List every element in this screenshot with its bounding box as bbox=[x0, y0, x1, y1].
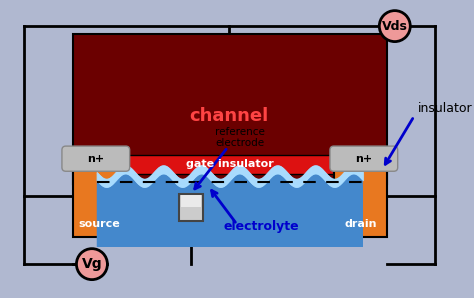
Text: gate insulator: gate insulator bbox=[186, 159, 273, 170]
FancyBboxPatch shape bbox=[62, 146, 130, 171]
Bar bbox=[97, 186, 363, 247]
FancyBboxPatch shape bbox=[330, 146, 398, 171]
Text: Vg: Vg bbox=[82, 257, 102, 271]
Text: Vds: Vds bbox=[382, 20, 408, 32]
Bar bbox=[97, 155, 363, 174]
Circle shape bbox=[379, 11, 410, 42]
Text: drain: drain bbox=[344, 218, 377, 229]
Text: source: source bbox=[78, 218, 120, 229]
Text: channel: channel bbox=[190, 107, 269, 125]
Bar bbox=[334, 155, 387, 237]
Text: n+: n+ bbox=[356, 154, 373, 164]
Bar bbox=[181, 195, 201, 207]
Text: insulator: insulator bbox=[418, 102, 473, 115]
Text: n+: n+ bbox=[87, 154, 104, 164]
Bar bbox=[179, 193, 203, 221]
Bar bbox=[73, 34, 387, 184]
Text: reference
electrode: reference electrode bbox=[215, 127, 264, 148]
Text: electrolyte: electrolyte bbox=[224, 220, 300, 233]
Bar bbox=[73, 155, 126, 237]
Circle shape bbox=[76, 249, 108, 280]
Polygon shape bbox=[97, 172, 363, 247]
